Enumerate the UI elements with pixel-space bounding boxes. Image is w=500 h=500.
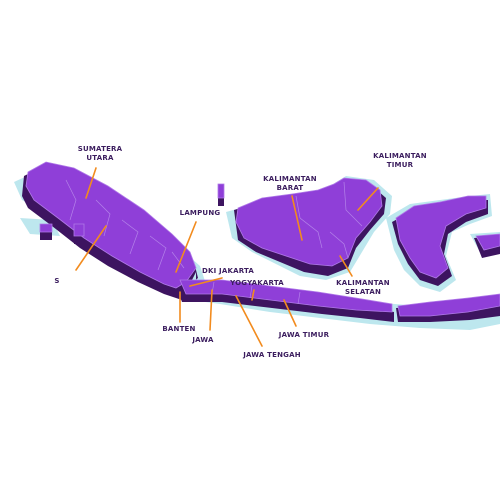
label-kalimantan-barat-line2: BARAT [277,184,304,192]
leader-jawa [209,289,213,331]
nusa-tenggara [397,293,500,317]
jawa-island [179,279,393,313]
leader-dki-jakarta [189,277,223,287]
leader-lines [75,167,379,347]
label-lampung: LAMPUNG [180,209,221,217]
label-jawa-timur: JAWA TIMUR [278,331,330,339]
small-island [217,183,225,199]
label-sumatera-utara: SUMATERA [78,145,123,153]
leader-jawa-tengah [235,295,263,347]
label-kalimantan-timur-line2: TIMUR [387,161,414,169]
label-kalimantan-timur: KALIMANTAN [373,152,427,160]
leader-lampung [175,221,197,273]
label-jawa-tengah: JAWA TENGAH [242,351,301,359]
label-dki-jakarta: DKI JAKARTA [202,267,254,275]
sumatera-island [25,161,197,289]
province-borders [65,179,363,305]
leader-yogyakarta [251,289,255,301]
map-labels: SUMATERA UTARA S LAMPUNG KALIMANTAN BARA… [54,145,426,359]
maluku-island [475,233,500,251]
leader-kalimantan-barat [291,195,303,241]
label-banten: BANTEN [162,325,195,333]
label-kalimantan-barat: KALIMANTAN [263,175,317,183]
small-island [73,223,85,237]
map-land [25,161,500,317]
sulawesi-island [395,195,487,279]
label-yogyakarta: YOGYAKARTA [229,279,284,287]
label-sumatera-utara-line2: UTARA [86,154,114,162]
leader-jawa-timur [283,299,297,327]
leader-sumatera-utara [85,167,97,199]
leader-kalimantan-selatan [339,255,353,277]
label-jawa: JAWA [191,336,214,344]
leader-kalimantan-timur [357,187,379,211]
small-island [39,223,53,233]
label-kalimantan-selatan-line2: SELATAN [345,288,381,296]
label-partial-s: S [54,277,59,285]
leader-s [75,225,107,271]
label-kalimantan-selatan: KALIMANTAN [336,279,390,287]
